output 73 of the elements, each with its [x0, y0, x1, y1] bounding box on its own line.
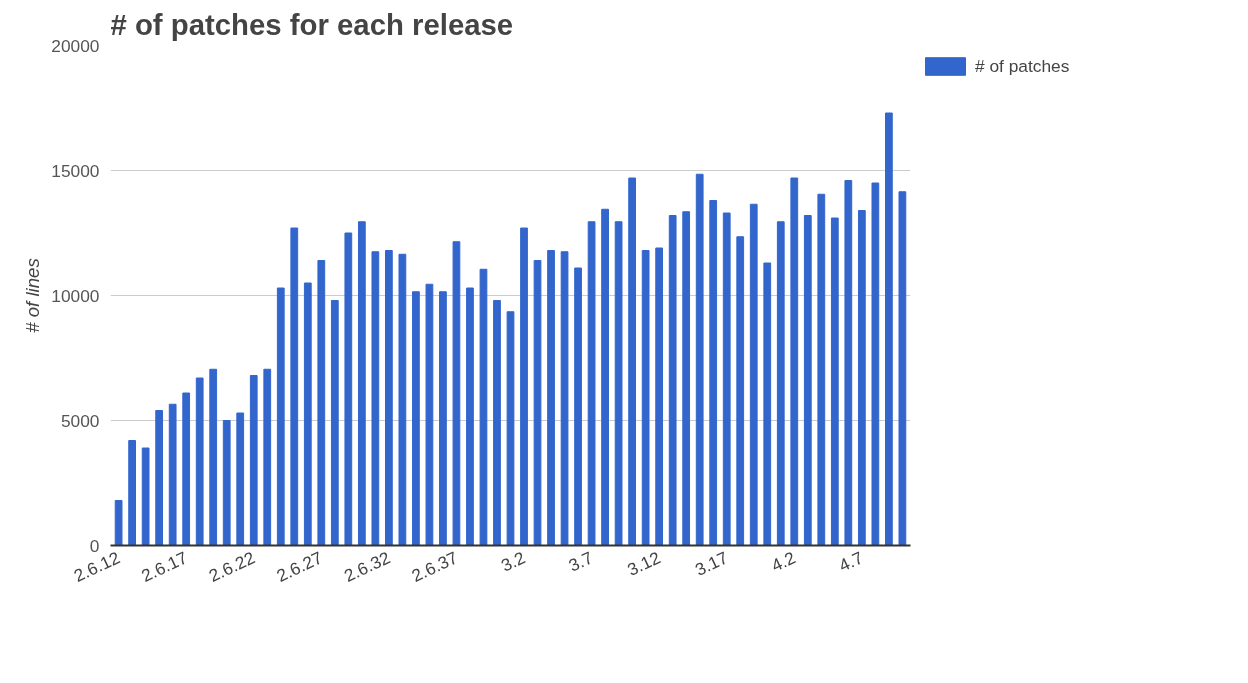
- bar: [763, 262, 772, 546]
- bar: [641, 250, 650, 546]
- x-tick-label: 3.2: [497, 547, 529, 576]
- bar: [222, 420, 231, 546]
- y-axis-title: # of lines: [22, 258, 44, 333]
- bar: [303, 282, 312, 546]
- bar: [236, 412, 245, 546]
- bar: [195, 377, 204, 546]
- y-tick-label: 10000: [51, 285, 100, 306]
- bar: [506, 311, 515, 546]
- bar: [398, 253, 407, 546]
- bar: [344, 232, 353, 546]
- bar: [776, 221, 785, 546]
- bar: [695, 173, 704, 546]
- bar: [736, 236, 745, 546]
- y-tick-label: 0: [89, 535, 100, 556]
- bar: [155, 410, 164, 546]
- bar: [439, 291, 447, 546]
- bar: [898, 191, 907, 546]
- bar: [452, 241, 461, 546]
- bar: [614, 221, 623, 546]
- bar: [844, 180, 853, 546]
- bar: [722, 212, 731, 546]
- bar: [790, 177, 799, 546]
- bar: [857, 210, 866, 546]
- bar: [533, 260, 542, 546]
- bar: [601, 208, 609, 546]
- bar: [709, 200, 718, 546]
- bar: [425, 283, 434, 546]
- y-tick-label: 5000: [60, 410, 100, 431]
- bar: [547, 250, 555, 546]
- y-tick-label: 20000: [51, 35, 100, 56]
- bar: [290, 227, 299, 546]
- bar: [128, 440, 136, 546]
- bar: [830, 217, 839, 546]
- bar: [493, 300, 501, 546]
- bar: [330, 300, 339, 546]
- bar: [749, 203, 758, 546]
- bar: [628, 177, 636, 546]
- x-tick-label: 3.7: [565, 547, 596, 576]
- bar: [182, 392, 191, 546]
- x-tick-label: 3.17: [691, 547, 731, 580]
- bar: [871, 182, 880, 546]
- bar: [885, 112, 893, 546]
- bar: [520, 227, 528, 546]
- bar: [114, 500, 123, 546]
- bar: [168, 403, 177, 546]
- bar: [574, 267, 582, 546]
- legend-label: # of patches: [975, 55, 1070, 77]
- bar: [466, 287, 474, 546]
- chart-title: # of patches for each release: [110, 7, 514, 41]
- bar: [371, 251, 380, 546]
- x-tick-label: 4.7: [835, 547, 867, 576]
- bar: [560, 251, 569, 546]
- bar: [317, 260, 326, 546]
- x-tick-label: 3.12: [624, 547, 664, 580]
- bar: [668, 215, 677, 546]
- bar: [817, 193, 826, 546]
- bar: [479, 268, 488, 546]
- bar: [655, 247, 664, 546]
- bar: [682, 211, 691, 546]
- bar: [141, 447, 150, 546]
- bar: [209, 368, 218, 546]
- bar: [803, 215, 812, 546]
- y-tick-label: 15000: [51, 160, 100, 181]
- bar: [249, 375, 258, 546]
- bar: [357, 221, 366, 546]
- bar: [263, 368, 272, 546]
- bar: [276, 287, 285, 546]
- x-tick-label: 4.2: [768, 547, 799, 576]
- bar: [385, 250, 393, 546]
- bar: [587, 221, 596, 546]
- bar: [412, 291, 420, 546]
